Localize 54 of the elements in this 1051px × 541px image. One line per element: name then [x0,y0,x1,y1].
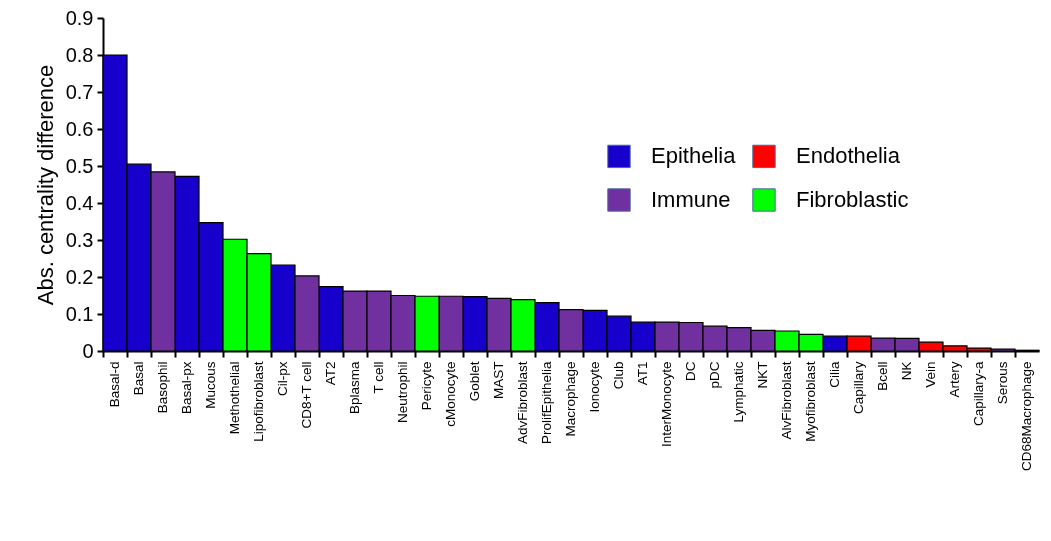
x-tick-label: Artery [947,361,962,398]
x-tick-label: ProlifEpithelia [539,361,554,445]
x-tick-label: CD8+T cell [299,361,314,429]
x-tick-label: AdvFibroblast [515,361,530,445]
x-tick-label: DC [683,361,698,381]
y-axis-title: Abs. centrality difference [32,64,58,306]
x-tick-label: Lipofibroblast [251,361,266,442]
x-tick-label: Cilia [827,361,842,388]
x-tick-label: Bcell [875,361,890,391]
y-tick-label: 0.2 [65,265,94,288]
x-tick-label: MAST [491,361,506,400]
x-tick-label: Methothelial [227,361,242,435]
legend-label: Epithelia [651,143,737,169]
x-tick-label: Basal-d [107,361,122,408]
x-tick-label: Goblet [467,361,482,402]
x-tick-label: pDC [707,361,722,389]
legend-label: Fibroblastic [796,187,909,212]
x-tick-label: Club [611,361,626,390]
x-tick-label: cMonocyte [443,361,458,427]
x-tick-label: Pericyte [419,361,434,411]
x-tick-label: Vein [923,361,938,388]
y-tick-label: 0.1 [65,302,94,325]
x-tick-label: Cil-px [275,361,290,397]
x-tick-label: Macrophage [563,361,578,437]
x-tick-label: Basophil [155,361,170,414]
x-tick-label: Bplasma [347,361,362,415]
x-tick-label: T cell [371,361,386,394]
y-tick-label: 0.6 [65,117,94,140]
x-tick-label: CD68Macrophage [1019,361,1034,472]
x-tick-label: Ionocyte [587,361,602,413]
x-tick-label: Serous [995,361,1010,405]
x-tick-label: NKT [755,361,770,389]
x-tick-label: Capillary-a [971,361,986,427]
y-tick-label: 0 [82,339,94,362]
x-tick-label: AT2 [323,361,338,386]
x-tick-label: Neutrophil [395,361,410,424]
y-tick-label: 0.8 [65,43,94,66]
x-tick-label: Capillary [851,361,866,415]
x-tick-label: Basal-px [179,361,194,415]
y-tick-label: 0.5 [65,154,94,177]
legend-label: Endothelia [796,143,901,169]
x-tick-label: AlvFibroblast [779,361,794,440]
x-tick-label: Myofibroblast [803,361,818,442]
y-tick-label: 0.3 [65,228,94,251]
x-tick-label: NK [899,361,914,381]
x-tick-label: AT1 [635,361,650,386]
x-tick-label: InterMonocyte [659,361,674,448]
x-tick-label: Mucous [203,361,218,409]
y-tick-label: 0.7 [65,80,94,103]
x-tick-label: Basal [131,361,146,396]
legend-label: Immune [651,187,731,212]
y-tick-label: 0.9 [65,6,94,29]
y-tick-label: 0.4 [65,191,94,214]
x-tick-label: Lymphatic [731,361,746,423]
